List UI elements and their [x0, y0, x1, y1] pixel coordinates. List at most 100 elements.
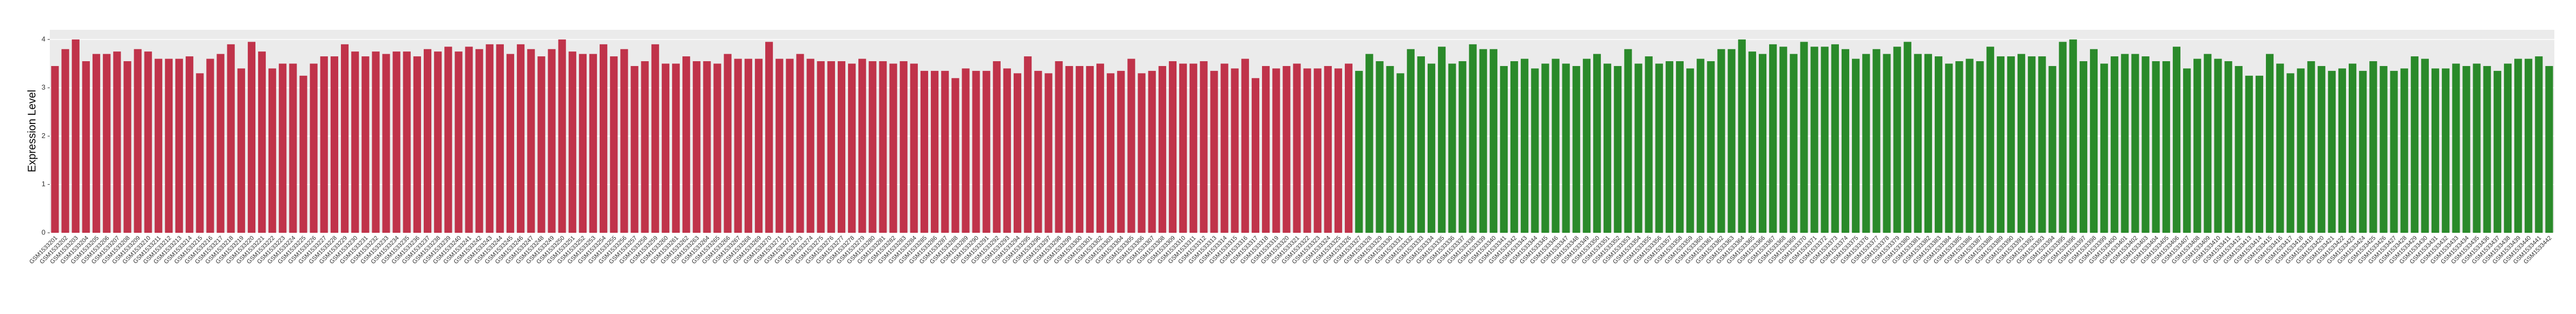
bar	[1034, 70, 1042, 233]
bar	[2111, 56, 2119, 233]
bar	[2266, 54, 2274, 233]
bar	[2193, 58, 2202, 233]
bar	[734, 58, 742, 233]
bar	[1758, 54, 1767, 233]
bar	[1210, 70, 1218, 233]
bar	[144, 51, 152, 233]
bar	[527, 49, 535, 233]
bar	[1220, 63, 1228, 233]
bar	[920, 70, 929, 233]
bar	[827, 61, 835, 233]
bar	[1417, 56, 1425, 233]
bar	[2493, 70, 2501, 233]
bar	[82, 61, 90, 233]
bar	[1862, 54, 1870, 233]
bar	[485, 44, 494, 233]
bar	[103, 54, 111, 233]
bar	[216, 54, 225, 233]
bar	[1344, 63, 1353, 233]
bar	[382, 54, 390, 233]
bar	[2018, 54, 2026, 233]
bar	[962, 68, 970, 233]
bar	[423, 49, 432, 233]
bar	[2390, 70, 2398, 233]
bar	[2359, 70, 2367, 233]
bar	[1190, 63, 1198, 233]
bar	[620, 49, 628, 233]
bar	[2514, 58, 2522, 233]
bar	[2152, 61, 2160, 233]
bar	[2162, 61, 2170, 233]
bar	[2214, 58, 2222, 233]
bar	[2183, 68, 2191, 233]
bar	[2483, 66, 2491, 233]
bar	[2503, 63, 2512, 233]
bar	[1283, 66, 1291, 233]
bar	[1893, 47, 1901, 233]
bar	[351, 51, 359, 233]
bar	[1634, 63, 1642, 233]
bar	[2255, 75, 2264, 233]
bar	[1727, 49, 1736, 233]
bar	[1810, 47, 1818, 233]
bar	[1489, 49, 1497, 233]
bar	[517, 44, 525, 233]
bar	[610, 56, 618, 233]
bar	[1334, 68, 1343, 233]
bar	[372, 51, 380, 233]
bar	[1024, 56, 1032, 233]
bar	[693, 61, 701, 233]
bar	[1624, 49, 1632, 233]
bar	[1438, 47, 1446, 233]
bar	[837, 61, 846, 233]
bar	[879, 61, 887, 233]
bar	[2380, 66, 2388, 233]
bar	[2525, 58, 2533, 233]
bar	[2317, 66, 2325, 233]
bar	[941, 70, 949, 233]
bar	[330, 56, 338, 233]
bar	[2224, 61, 2232, 233]
bar	[279, 63, 287, 233]
bar	[579, 54, 587, 233]
bar	[651, 44, 659, 233]
bar	[2421, 58, 2429, 233]
bar	[434, 51, 442, 233]
bar	[1127, 58, 1135, 233]
bar	[1044, 73, 1053, 233]
bar	[2307, 61, 2315, 233]
bar	[858, 58, 866, 233]
y-tick-label: 4	[42, 35, 45, 43]
bar	[1179, 63, 1187, 233]
bar	[1086, 66, 1094, 233]
bar	[1883, 54, 1891, 233]
bar	[1852, 58, 1860, 233]
bar	[2297, 68, 2305, 233]
bar	[537, 56, 546, 233]
bar	[1479, 49, 1487, 233]
bar	[165, 58, 173, 233]
bar	[1614, 66, 1622, 233]
bar	[2462, 66, 2470, 233]
bar	[403, 51, 411, 233]
bar	[2328, 70, 2336, 233]
bar	[744, 58, 752, 233]
bar	[2172, 47, 2181, 233]
bar	[972, 70, 980, 233]
bar	[2069, 39, 2077, 233]
bar	[1645, 56, 1653, 233]
bar	[465, 47, 473, 233]
bar	[1231, 68, 1239, 233]
bar	[848, 63, 856, 233]
bar	[1376, 61, 1384, 233]
bar	[1313, 68, 1322, 233]
y-tick-label: 1	[42, 180, 45, 188]
bar	[2121, 54, 2129, 233]
y-axis-title: Expression Level	[26, 90, 38, 172]
bar	[1396, 73, 1404, 233]
bar	[558, 39, 566, 233]
bar	[1582, 58, 1591, 233]
bar	[1738, 39, 1746, 233]
bar	[237, 68, 245, 233]
